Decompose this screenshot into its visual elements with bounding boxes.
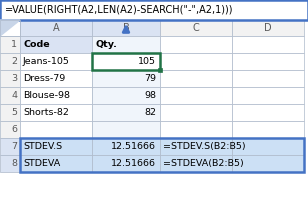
Bar [92,121,160,138]
Text: =STDEV.S(B2:B5): =STDEV.S(B2:B5) [163,142,245,151]
Bar [20,138,304,172]
Text: 98: 98 [144,91,156,100]
Bar [0,53,20,70]
Bar [160,104,232,121]
Bar [232,53,304,70]
Text: C: C [192,23,199,33]
Text: 6: 6 [11,125,17,134]
Text: 79: 79 [144,74,156,83]
Text: Qty.: Qty. [95,40,117,49]
Bar [232,36,304,53]
Bar [20,87,92,104]
Bar [160,87,232,104]
Text: 1: 1 [11,40,17,49]
Text: 12.51666: 12.51666 [111,142,156,151]
Bar [160,53,232,70]
Bar [20,70,92,87]
Text: 7: 7 [11,142,17,151]
Polygon shape [0,20,20,36]
Bar [20,104,92,121]
Bar [160,121,232,138]
Bar [92,138,160,155]
Text: 82: 82 [144,108,156,117]
Bar [0,138,20,155]
Text: 12.51666: 12.51666 [111,159,156,168]
Text: 3: 3 [11,74,17,83]
Bar [0,104,20,121]
Bar [20,121,92,138]
Text: 5: 5 [11,108,17,117]
Bar [92,53,160,70]
Bar [160,20,232,36]
Bar [232,87,304,104]
Bar [0,70,20,87]
Text: Jeans-105: Jeans-105 [23,57,70,66]
Bar [0,121,20,138]
Text: Blouse-98: Blouse-98 [23,91,70,100]
Bar [158,68,162,72]
Bar [160,155,232,172]
Text: B: B [123,23,129,33]
Bar [20,155,92,172]
Bar [232,155,304,172]
Bar [92,53,160,70]
Text: STDEVA: STDEVA [23,159,60,168]
Text: 2: 2 [11,57,17,66]
Text: 4: 4 [11,91,17,100]
Text: 8: 8 [11,159,17,168]
Text: Shorts-82: Shorts-82 [23,108,69,117]
Text: =STDEVA(B2:B5): =STDEVA(B2:B5) [163,159,244,168]
Bar [160,36,232,53]
Bar [232,104,304,121]
Bar [0,87,20,104]
Bar [0,20,20,36]
Bar [20,53,92,70]
Bar [20,138,92,155]
Bar [0,155,20,172]
Text: =VALUE(RIGHT(A2,LEN(A2)-SEARCH("-",A2,1))): =VALUE(RIGHT(A2,LEN(A2)-SEARCH("-",A2,1)… [5,5,233,15]
Bar [160,70,232,87]
Text: 105: 105 [138,57,156,66]
Text: Code: Code [23,40,50,49]
Bar [232,138,304,155]
Bar [20,36,92,53]
Text: D: D [264,23,272,33]
Bar [92,20,160,36]
Text: A: A [53,23,59,33]
Bar [232,121,304,138]
Bar [20,20,92,36]
Bar [0,0,308,20]
Bar [92,36,160,53]
Bar [92,155,160,172]
Bar [0,36,20,53]
Bar [160,138,232,155]
Bar [92,87,160,104]
Bar [92,70,160,87]
Text: STDEV.S: STDEV.S [23,142,62,151]
Bar [92,104,160,121]
Text: Dress-79: Dress-79 [23,74,65,83]
Bar [232,70,304,87]
Bar [232,20,304,36]
